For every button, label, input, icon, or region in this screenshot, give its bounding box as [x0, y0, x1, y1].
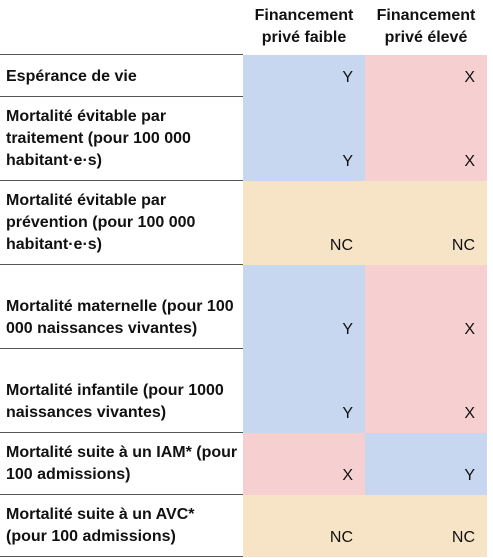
- cell-high: X: [365, 348, 487, 433]
- cell-low: Y: [243, 54, 365, 97]
- cell-low: NC: [243, 180, 365, 265]
- table-row: Mortalité infantile (pour 1000 naissance…: [0, 348, 487, 433]
- table-row: Mortalité suite à un AVC* (pour 100 admi…: [0, 494, 487, 557]
- cell-low: Y: [243, 348, 365, 433]
- cell-high: X: [365, 264, 487, 349]
- cell-high: NC: [365, 494, 487, 557]
- column-header-low-private-funding: Financement privé faible: [243, 0, 365, 54]
- cell-high: NC: [365, 180, 487, 265]
- cell-low: X: [243, 432, 365, 495]
- comparison-table: Espérance de vie Y X Mortalité évitable …: [0, 54, 487, 557]
- cell-low: Y: [243, 96, 365, 181]
- cell-high: Y: [365, 432, 487, 495]
- table-row: Espérance de vie Y X: [0, 54, 487, 97]
- cell-high: X: [365, 54, 487, 97]
- cell-low: Y: [243, 264, 365, 349]
- cell-high: X: [365, 96, 487, 181]
- row-label: Mortalité évitable par traitement (pour …: [0, 96, 243, 181]
- column-header-low-label: Financement privé faible: [254, 7, 354, 46]
- table-row: Mortalité suite à un IAM* (pour 100 admi…: [0, 432, 487, 495]
- table-row: Mortalité maternelle (pour 100 000 naiss…: [0, 264, 487, 349]
- column-header-high-label: Financement privé élevé: [376, 7, 476, 46]
- table-row: Mortalité évitable par traitement (pour …: [0, 96, 487, 181]
- row-label: Mortalité suite à un AVC* (pour 100 admi…: [0, 494, 243, 557]
- table-row: Mortalité évitable par prévention (pour …: [0, 180, 487, 265]
- row-label: Mortalité infantile (pour 1000 naissance…: [0, 348, 243, 433]
- row-label: Espérance de vie: [0, 54, 243, 97]
- row-label: Mortalité maternelle (pour 100 000 naiss…: [0, 264, 243, 349]
- row-label: Mortalité suite à un IAM* (pour 100 admi…: [0, 432, 243, 495]
- row-label: Mortalité évitable par prévention (pour …: [0, 180, 243, 265]
- column-header-high-private-funding: Financement privé élevé: [365, 0, 487, 54]
- cell-low: NC: [243, 494, 365, 557]
